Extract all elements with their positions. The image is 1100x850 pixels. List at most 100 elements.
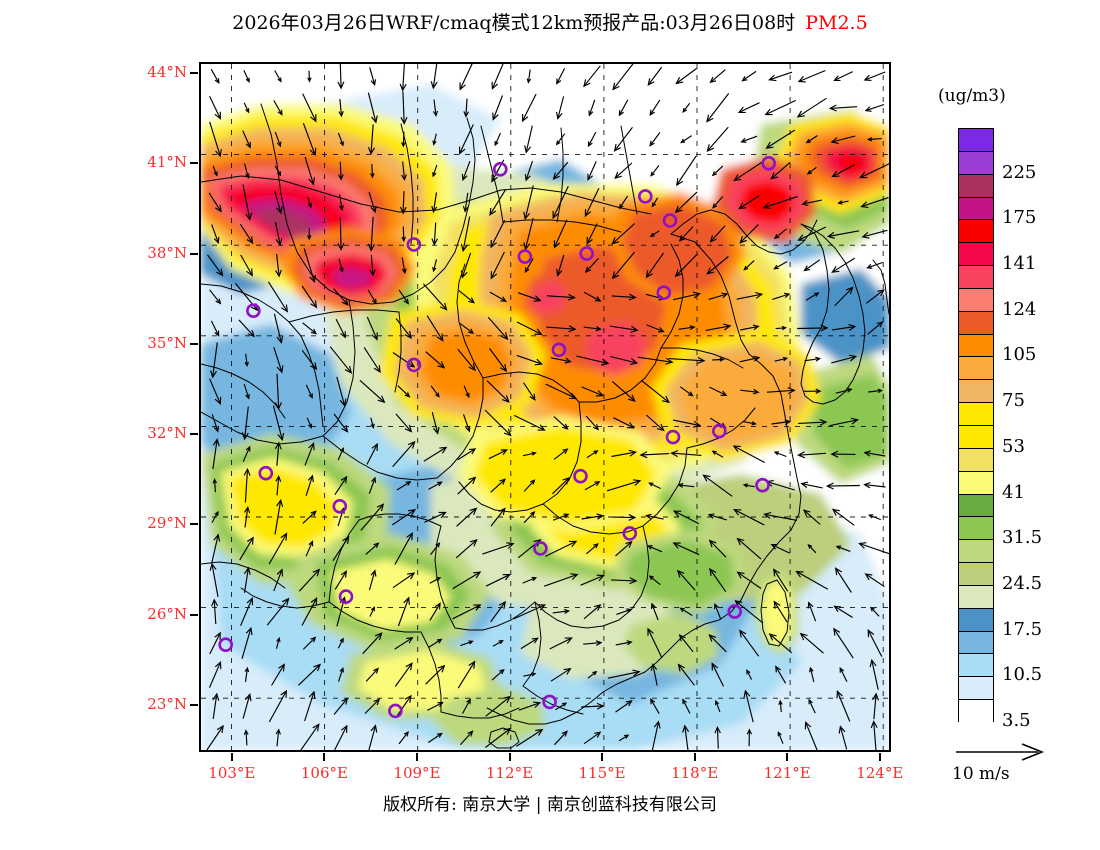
wind-vector: [395, 694, 412, 718]
wind-vector: [307, 196, 312, 209]
city-marker: [533, 541, 548, 556]
wind-vector: [618, 195, 629, 210]
wind-vector: [210, 68, 220, 84]
wind-vector: [679, 607, 693, 616]
wind-vector: [487, 316, 509, 341]
wind-vector: [209, 121, 222, 158]
wind-vector: [676, 569, 696, 591]
wind-vector: [242, 693, 252, 719]
wind-vector: [489, 348, 507, 373]
wind-vector: [520, 637, 539, 650]
wind-vector: [515, 728, 544, 747]
wind-vector: [553, 448, 569, 460]
wind-vector: [338, 161, 344, 181]
wind-vector: [460, 252, 472, 279]
wind-vector: [244, 353, 249, 368]
wind-vector: [553, 416, 569, 430]
wind-vector: [274, 498, 284, 535]
wind-vector: [867, 514, 882, 521]
wind-vector: [459, 64, 473, 91]
wind-vector: [706, 256, 729, 275]
wind-vector: [517, 292, 542, 302]
wind-vector: [462, 192, 469, 213]
wind-vector: [645, 414, 665, 432]
wind-vector: [210, 342, 218, 379]
wind-vector: [302, 93, 317, 123]
wind-vector: [640, 379, 670, 404]
city-marker: [656, 285, 672, 300]
wind-vector: [804, 388, 822, 394]
wind-vector: [301, 597, 318, 626]
colorbar-band: [959, 563, 993, 586]
wind-vector: [427, 732, 443, 743]
colorbar-tick-label: 41: [1002, 481, 1025, 503]
wind-vector: [804, 721, 818, 750]
wind-vector: [714, 602, 722, 620]
lat-tick-mark: [190, 433, 198, 436]
lon-tick-label: 112°E: [485, 764, 534, 782]
wind-vector: [586, 542, 599, 555]
wind-vector: [586, 223, 598, 245]
wind-vector: [618, 99, 629, 117]
wind-vector: [650, 663, 658, 686]
lat-tick-mark: [190, 613, 198, 616]
wind-vector: [773, 568, 789, 592]
city-marker: [727, 604, 743, 619]
wind-vector: [456, 507, 478, 527]
wind-vector: [611, 251, 635, 280]
colorbar-tick-label: 10.5: [1002, 664, 1043, 686]
wind-vector: [860, 197, 889, 208]
wind-vector: [305, 384, 313, 399]
lon-tick-label: 115°E: [578, 764, 626, 782]
wind-vector: [423, 446, 448, 462]
wind-vector: [712, 196, 724, 209]
wind-vector: [212, 438, 220, 470]
wind-vector: [736, 291, 764, 300]
wind-vector: [239, 223, 254, 245]
wind-vector: [670, 450, 702, 458]
wind-vector: [489, 291, 507, 302]
wind-vector: [304, 690, 316, 722]
wind-vector: [833, 627, 854, 659]
lat-tick-label: 29°N: [147, 514, 187, 533]
wind-vector: [768, 71, 793, 82]
wind-vector: [491, 668, 505, 681]
city-marker: [579, 246, 595, 261]
wind-vector: [460, 640, 474, 647]
wind-vector: [613, 417, 635, 429]
wind-vector: [431, 222, 439, 246]
colorbar-tick-label: 3.5: [1002, 710, 1031, 731]
wind-vector: [209, 562, 219, 598]
wind-vector: [552, 161, 569, 181]
colorbar-tick-label: 225: [1002, 161, 1037, 183]
colorbar-tick-label: 175: [1002, 207, 1037, 229]
colorbar-band: [959, 334, 993, 358]
wind-vector: [430, 64, 438, 90]
wind-vector: [363, 347, 381, 374]
colorbar-tick-label: 17.5: [1002, 618, 1043, 640]
wind-vector: [612, 513, 637, 521]
wind-vector: [709, 567, 727, 593]
colorbar-unit-label: (ug/m3): [938, 86, 1006, 106]
wind-vector: [826, 230, 860, 239]
colorbar-tick-label: 105: [1002, 344, 1037, 366]
city-marker: [406, 357, 422, 373]
wind-vector: [368, 569, 377, 591]
wind-vector: [807, 601, 817, 622]
wind-vector: [366, 442, 378, 465]
wind-vector: [584, 257, 599, 273]
wind-vector: [746, 728, 753, 747]
wind-vector: [516, 321, 543, 336]
wind-vector: [648, 482, 661, 490]
wind-vector: [428, 481, 443, 490]
wind-vector: [673, 291, 702, 301]
wind-vector: [401, 257, 407, 275]
wind-vector: [333, 288, 349, 306]
wind-vector: [611, 577, 638, 585]
wind-vector: [768, 633, 793, 654]
wind-vector: [370, 164, 375, 179]
wind-vector: [702, 474, 733, 497]
wind-vector: [401, 131, 406, 148]
wind-vector: [461, 160, 471, 182]
wind-vector: [552, 476, 570, 495]
